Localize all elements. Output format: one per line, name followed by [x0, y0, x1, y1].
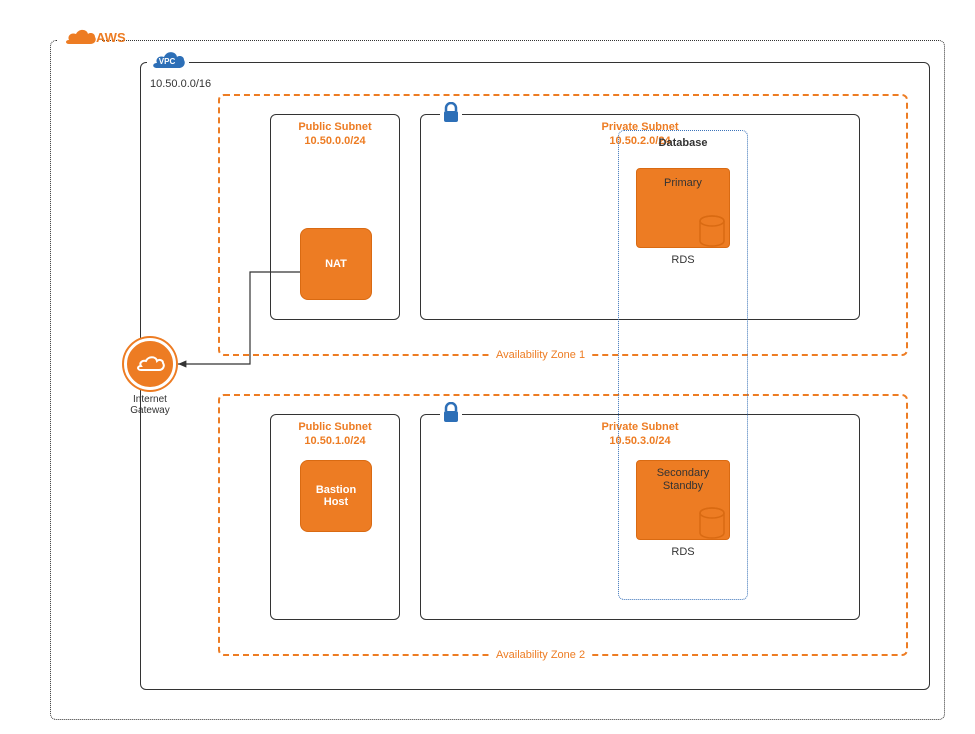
availability-zone-1-label: Availability Zone 1 — [490, 349, 591, 361]
internet-gateway-icon — [124, 338, 176, 390]
diagram-canvas: AWS VPC 10.50.0.0/16 Availability Zone 1… — [0, 0, 975, 734]
rds-secondary-caption: RDS — [636, 546, 730, 558]
nat-label: NAT — [325, 258, 347, 270]
availability-zone-2-label: Availability Zone 2 — [490, 649, 591, 661]
vpc-cloud-icon: VPC — [147, 48, 189, 74]
aws-label: AWS — [96, 30, 126, 45]
subnet-cidr: 10.50.0.0/24 — [271, 135, 399, 147]
nat-node: NAT — [300, 228, 372, 300]
internet-gateway-label: Internet Gateway — [120, 394, 180, 416]
subnet-title: Public Subnet — [271, 421, 399, 433]
database-group-title: Database — [619, 137, 747, 149]
bastion-label: Bastion Host — [316, 484, 356, 508]
subnet-cidr: 10.50.1.0/24 — [271, 435, 399, 447]
vpc-cidr-label: 10.50.0.0/16 — [150, 78, 211, 90]
rds-secondary-label: Secondary Standby — [657, 467, 710, 493]
rds-secondary-disk-icon — [698, 507, 726, 541]
rds-primary-disk-icon — [698, 215, 726, 249]
rds-primary-label: Primary — [664, 177, 702, 189]
lock-icon — [440, 102, 462, 124]
bastion-node: Bastion Host — [300, 460, 372, 532]
vpc-badge-text: VPC — [159, 57, 176, 66]
lock-icon — [440, 402, 462, 424]
subnet-title: Public Subnet — [271, 121, 399, 133]
rds-primary-caption: RDS — [636, 254, 730, 266]
